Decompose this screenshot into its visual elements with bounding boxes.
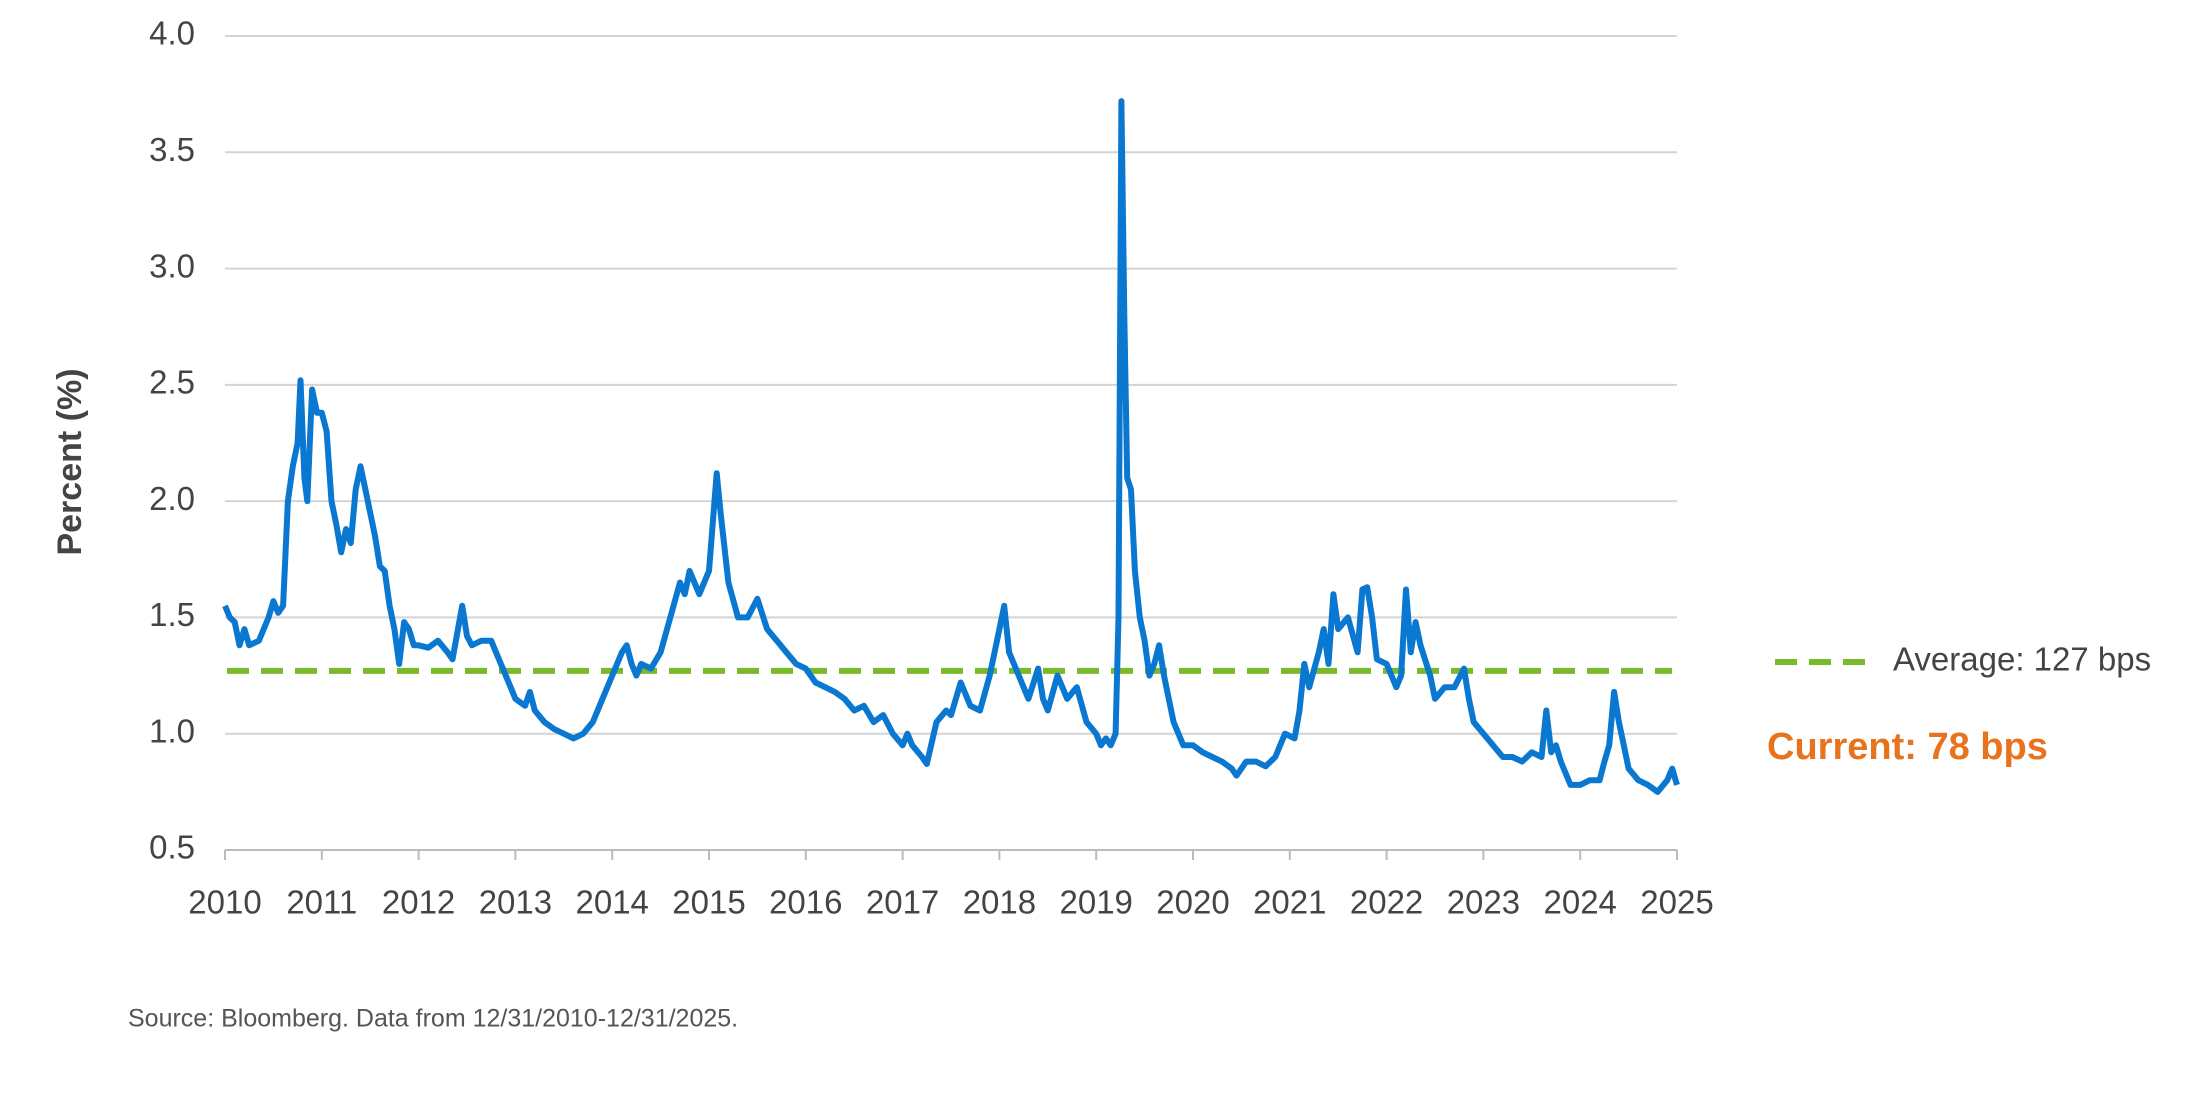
x-tick-label: 2014 [575,884,648,921]
x-tick-label: 2020 [1156,884,1229,921]
y-tick-label: 4.0 [149,15,195,52]
y-tick-label: 2.5 [149,364,195,401]
x-tick-label: 2017 [866,884,939,921]
x-tick-label: 2012 [382,884,455,921]
y-tick-label: 3.0 [149,247,195,284]
x-tick-label: 2021 [1253,884,1326,921]
data-line [222,98,1680,795]
current-label: Current: 78 bps [1767,726,2048,768]
x-tick-label: 2018 [963,884,1036,921]
y-axis-label: Percent (%) [51,368,89,555]
y-tick-label: 2.0 [149,480,195,517]
x-tick-label: 2010 [188,884,261,921]
x-tick-label: 2023 [1447,884,1520,921]
x-tick-label: 2011 [286,884,357,921]
x-tick-label: 2024 [1543,884,1616,921]
y-tick-label: 1.5 [149,596,195,633]
x-tick-label: 2016 [769,884,842,921]
legend-label: Average: 127 bps [1893,641,2151,678]
x-tick-label: 2019 [1059,884,1132,921]
y-tick-label: 3.5 [149,131,195,168]
x-tick-label: 2015 [672,884,745,921]
x-tick-label: 2013 [479,884,552,921]
x-tick-label: 2025 [1640,884,1713,921]
y-tick-label: 0.5 [149,829,195,866]
y-tick-label: 1.0 [149,712,195,749]
source-note: Source: Bloomberg. Data from 12/31/2010-… [128,1005,738,1033]
x-tick-label: 2022 [1350,884,1423,921]
